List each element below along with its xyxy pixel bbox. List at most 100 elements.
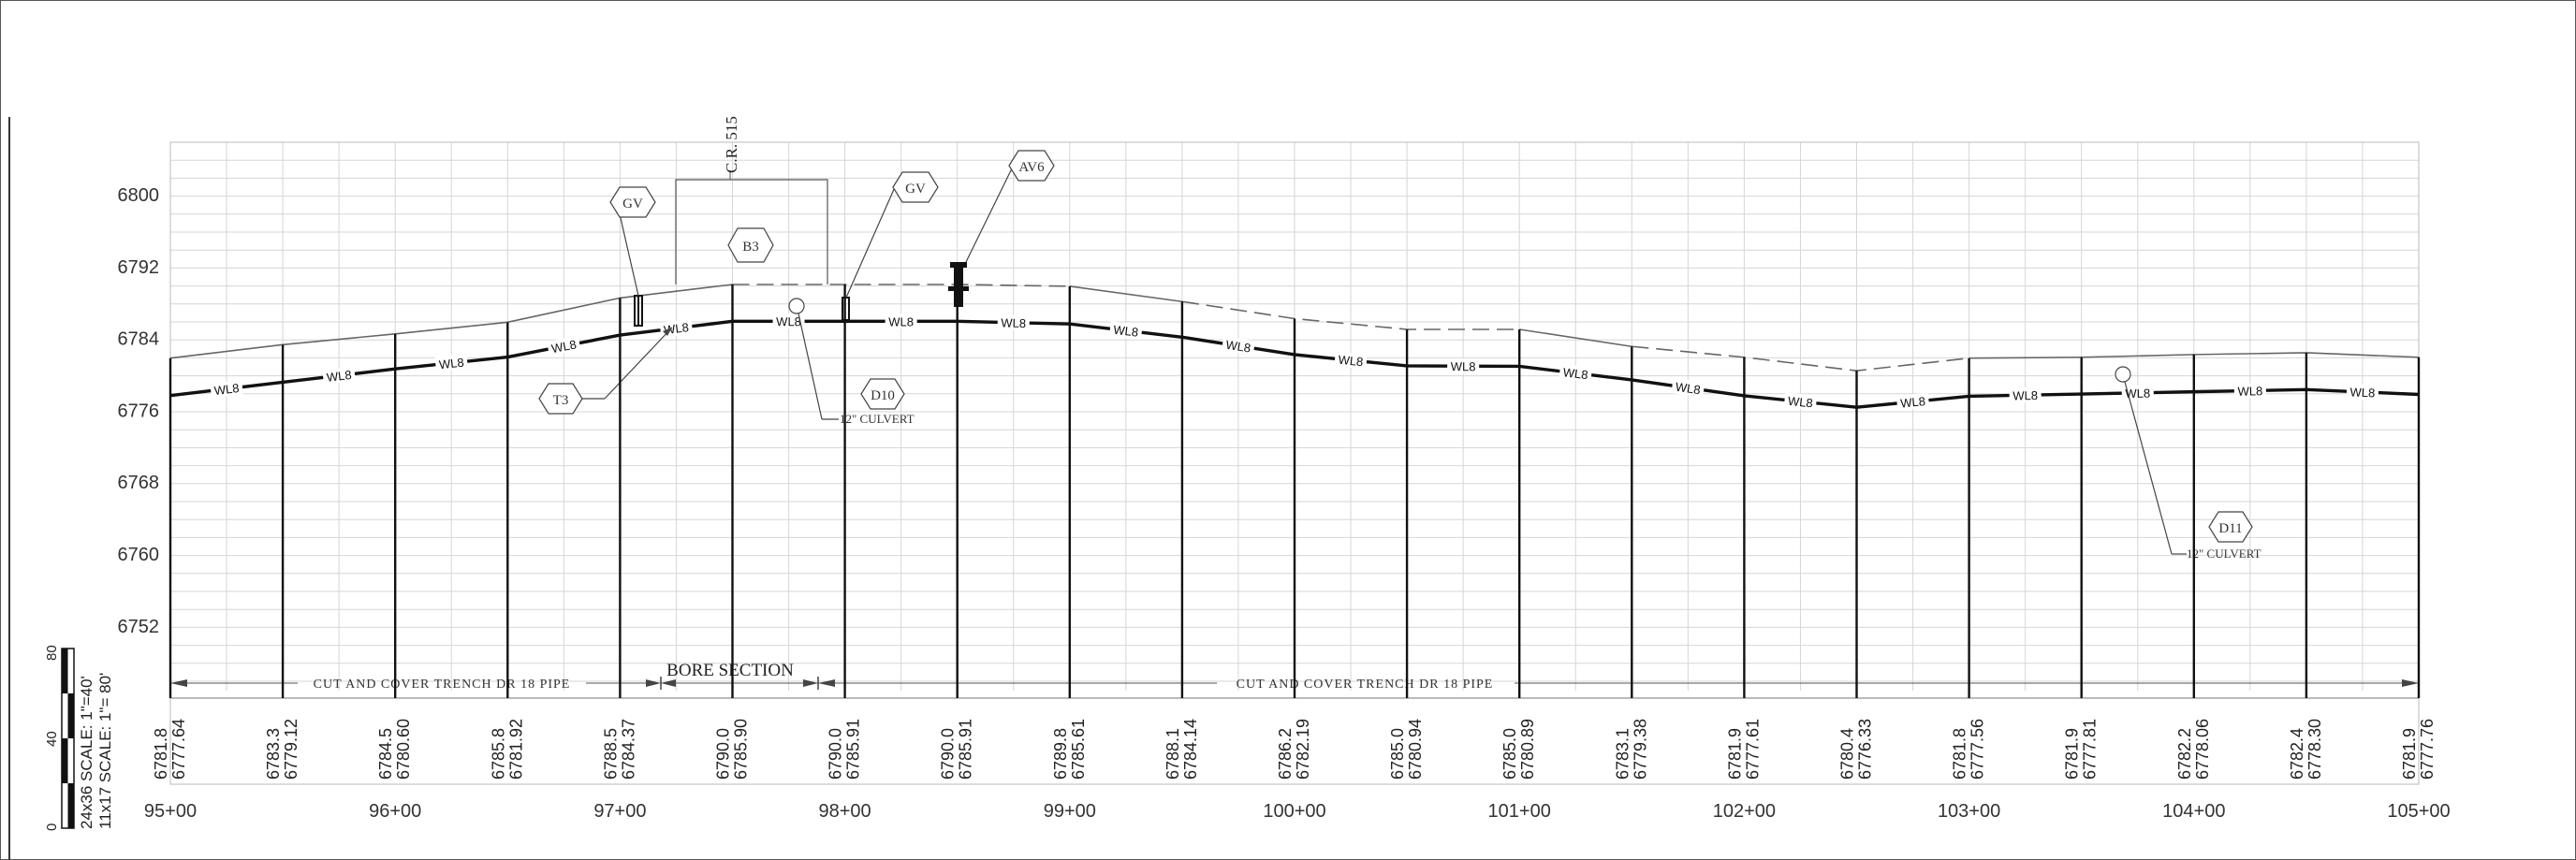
pipe-label-mask bbox=[2009, 386, 2042, 403]
existing-ground-segment bbox=[732, 284, 1070, 287]
pipe-label-mask bbox=[1671, 378, 1705, 398]
station-label: 99+00 bbox=[1044, 801, 1096, 822]
existing-elevation: 6783.1 bbox=[1613, 728, 1632, 780]
pipe-label: WL8 bbox=[213, 381, 240, 398]
station-label: 98+00 bbox=[819, 801, 871, 822]
gv-right-callout-text: GV bbox=[905, 182, 926, 197]
trench-left-arrow-start bbox=[170, 679, 187, 687]
proposed-elevation: 6785.91 bbox=[844, 719, 863, 780]
pipe-label: WL8 bbox=[438, 356, 464, 372]
pipe-label: WL8 bbox=[1001, 315, 1026, 330]
proposed-elevation: 6780.94 bbox=[1406, 719, 1425, 780]
station-label: 95+00 bbox=[144, 801, 197, 822]
culvert-left-symbol bbox=[788, 298, 805, 314]
existing-ground-segment bbox=[1181, 300, 1520, 330]
right-gate-valve: GV bbox=[842, 171, 939, 321]
proposed-elevation: 6779.12 bbox=[282, 719, 300, 780]
av6-callout bbox=[1008, 150, 1055, 182]
av6-leader bbox=[965, 166, 1014, 263]
existing-elevation: 6782.2 bbox=[2175, 728, 2194, 780]
elevation-label: 6784 bbox=[118, 329, 160, 350]
elevation-label: 6760 bbox=[118, 545, 160, 565]
proposed-elevation: 6785.61 bbox=[1069, 719, 1088, 780]
culvert-left-label: 12" CULVERT bbox=[840, 412, 915, 426]
scale-bar-segment-2 bbox=[67, 693, 74, 738]
trench-right-label: CUT AND COVER TRENCH DR 18 PIPE bbox=[1237, 678, 1494, 692]
av6-callout-text: AV6 bbox=[1018, 160, 1045, 175]
proposed-elevation: 6777.76 bbox=[2418, 719, 2437, 780]
station-label: 100+00 bbox=[1263, 801, 1325, 822]
scale-bar-segment-4 bbox=[67, 783, 74, 828]
pipe-label: WL8 bbox=[663, 320, 689, 337]
gv-left-callout-text: GV bbox=[622, 197, 643, 211]
existing-elevation: 6782.4 bbox=[2288, 728, 2306, 780]
station-label: 102+00 bbox=[1713, 801, 1776, 822]
scale-bar-segment-1 bbox=[62, 649, 68, 693]
pipe-label-mask bbox=[322, 366, 356, 386]
station-label: 101+00 bbox=[1488, 801, 1551, 822]
pipe-label-mask bbox=[1109, 321, 1143, 341]
t3-callout-text: T3 bbox=[553, 393, 569, 408]
t3-arrowhead bbox=[663, 328, 672, 336]
existing-elevation: 6781.8 bbox=[1951, 728, 1969, 780]
pipe-label-mask bbox=[210, 379, 243, 399]
proposed-elevation: 6785.90 bbox=[732, 719, 751, 780]
scale-bar-tick-40: 40 bbox=[44, 731, 60, 747]
gv-right-callout bbox=[892, 171, 939, 203]
b3-callout-text: B3 bbox=[742, 240, 759, 255]
existing-elevation: 6785.0 bbox=[1500, 728, 1519, 780]
existing-elevation: 6789.8 bbox=[1051, 728, 1070, 780]
existing-elevation: 6781.8 bbox=[152, 728, 170, 780]
pipe-label: WL8 bbox=[1787, 394, 1813, 411]
gv-right-leader bbox=[845, 186, 896, 299]
bore-arrow-start bbox=[661, 679, 676, 687]
d10-callout-text: D10 bbox=[871, 388, 895, 403]
existing-elevation: 6790.0 bbox=[827, 728, 845, 780]
road-crossing: C.R. 515 bbox=[675, 116, 828, 284]
elevation-label: 6800 bbox=[118, 185, 160, 206]
pipe-label-mask bbox=[1334, 351, 1368, 370]
d10-callout bbox=[860, 378, 905, 410]
trench-left-arrow-end bbox=[646, 679, 661, 687]
culvert-left-leader bbox=[798, 313, 823, 420]
proposed-elevation: 6784.37 bbox=[619, 719, 637, 780]
scale-11x17: 11x17 SCALE: 1"= 80' bbox=[96, 673, 114, 829]
existing-elevation: 6781.9 bbox=[2400, 728, 2419, 780]
pipe-label-mask bbox=[1783, 392, 1818, 411]
pipe-label: WL8 bbox=[1451, 359, 1476, 373]
pipe-label: WL8 bbox=[1900, 394, 1926, 411]
pipe-label: WL8 bbox=[888, 314, 914, 328]
pipe-label: WL8 bbox=[2349, 385, 2375, 400]
air-valve-av6: AV6 bbox=[948, 150, 1055, 307]
proposed-elevation: 6780.60 bbox=[394, 719, 413, 780]
existing-elevation: 6788.1 bbox=[1164, 728, 1182, 780]
trench-right-arrow-start bbox=[818, 679, 835, 687]
existing-elevation: 6790.0 bbox=[714, 728, 733, 780]
pipe-label: WL8 bbox=[550, 337, 578, 356]
existing-elevation: 6788.5 bbox=[601, 728, 620, 780]
culvert-right-label: 12" CULVERT bbox=[2187, 547, 2261, 561]
pipe-label-mask bbox=[1895, 392, 1930, 411]
existing-elevation: 6785.0 bbox=[1388, 728, 1407, 780]
station-label: 103+00 bbox=[1938, 801, 2000, 822]
pipe-label-mask bbox=[1447, 358, 1480, 374]
pipe-label: WL8 bbox=[2237, 384, 2262, 399]
scale-bar: 0 40 80 24x36 SCALE: 1"=40' 11x17 SCALE:… bbox=[44, 645, 114, 831]
proposed-elevation: 6782.19 bbox=[1294, 719, 1312, 780]
pipe-label-mask bbox=[1221, 336, 1255, 357]
construction-method-line: CUT AND COVER TRENCH DR 18 PIPE BORE SEC… bbox=[170, 661, 2419, 692]
scale-bar-tick-0: 0 bbox=[44, 824, 60, 831]
culvert-right-symbol bbox=[2115, 366, 2131, 383]
station-label: 97+00 bbox=[593, 801, 646, 822]
existing-ground-segment bbox=[1519, 328, 1632, 348]
culvert-right-leader bbox=[2124, 381, 2173, 555]
proposed-elevation: 6784.14 bbox=[1181, 719, 1200, 780]
air-valve-top bbox=[950, 262, 967, 268]
road-crossing-outline bbox=[675, 179, 828, 284]
existing-elevation: 6786.2 bbox=[1276, 728, 1295, 780]
pipe-label-mask bbox=[2121, 385, 2154, 401]
air-valve-bar bbox=[948, 286, 969, 291]
elevation-axis-labels: 6800 6792 6784 6776 6768 6760 6752 bbox=[118, 185, 160, 637]
bore-arrow-end bbox=[803, 679, 818, 687]
